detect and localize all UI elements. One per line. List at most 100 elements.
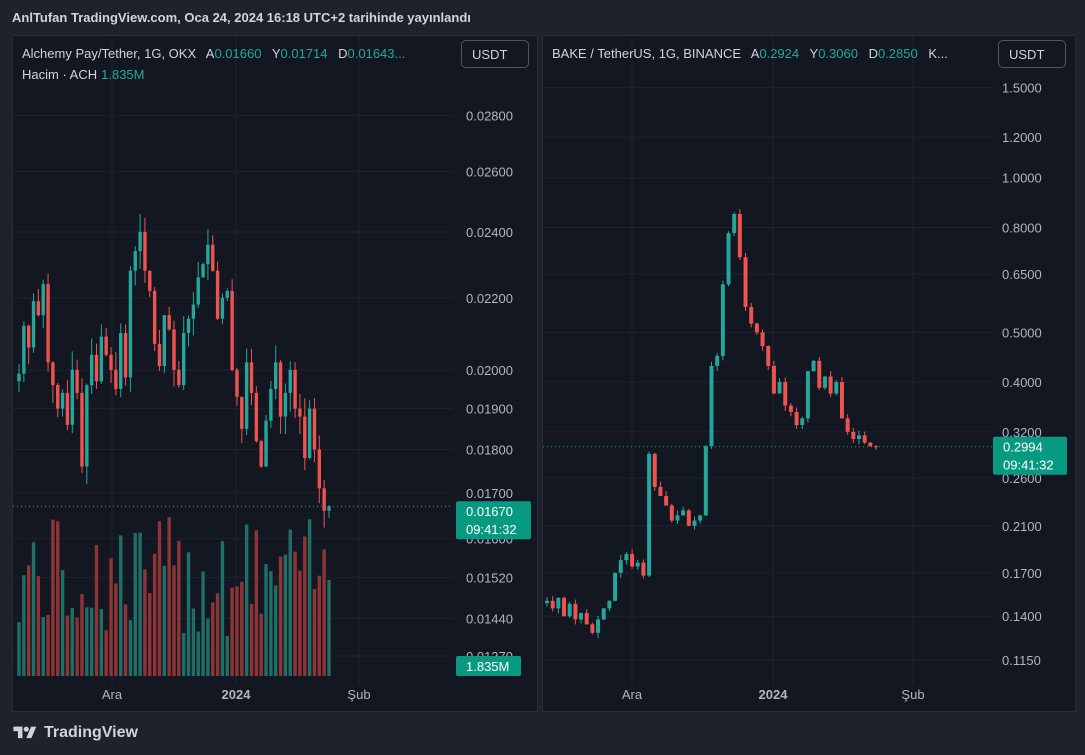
candle-body [868,442,873,447]
volume-bar [269,571,273,676]
volume-bar [259,613,263,676]
candle-body [590,624,595,633]
y-tick-label: 0.1700 [1002,566,1042,581]
candle-body [235,369,239,397]
candle-body [133,251,137,271]
volume-bar [123,604,128,676]
candle-body [89,354,94,386]
candle-body [215,270,220,319]
ach-high-key: Y [271,46,281,61]
candle-body [22,325,26,374]
volume-bar [288,529,292,676]
volume-bar [41,617,45,676]
candle-body [698,515,703,521]
volume-bar [75,617,79,676]
ach-open-value: 0.01660 [214,46,262,61]
volume-bar [56,521,60,676]
chart-panel-bake[interactable]: 1.5000 1.2000 1.0000 0.8000 0.6500 0.5000 0.40… [542,35,1076,712]
candle-body [834,382,839,394]
candle-body [652,453,657,487]
volume-bar [293,551,297,676]
candle-body [220,297,225,319]
candle-body [254,392,259,442]
candle-body [51,362,55,386]
candle-body [288,369,292,393]
volume-bar [80,593,84,676]
bake-open-value: 0.2924 [759,46,800,61]
candle-body [596,619,601,633]
volume-bar [46,614,50,676]
volume-bar [51,519,55,676]
candle-body [624,554,629,561]
volume-bar [99,609,104,676]
candle-body [80,392,84,467]
candle-body [46,284,50,363]
y-tick-label: 0.5000 [1002,325,1042,340]
candle-body [172,329,176,370]
ach-chart-canvas[interactable]: 0.02800 0.02600 0.02400 0.02200 0.02000 0.019… [13,36,537,711]
x-tick-label: Ara [102,687,123,702]
candle-body [36,301,41,316]
candle-body [201,264,205,278]
candle-body [545,600,549,604]
candle-body [31,301,36,348]
candle-body [675,515,680,521]
ach-currency-button[interactable]: USDT [461,40,529,68]
candle-body [269,389,273,421]
bake-open-key: A [750,46,760,61]
candle-body [119,332,123,390]
candle-body [573,603,578,620]
y-tick-label: 0.01800 [466,443,513,458]
candle-body [162,315,167,367]
bake-chart-canvas[interactable]: 1.5000 1.2000 1.0000 0.8000 0.6500 0.5000 0.40… [543,36,1075,711]
candle-body [148,270,152,291]
bake-symbol: BAKE / TetherUS, 1G, BINANCE [552,46,742,61]
volume-bar [138,532,142,676]
bake-currency-button[interactable]: USDT [998,40,1066,68]
candle-body [17,373,21,382]
ach-legend: Alchemy Pay/Tether, 1G, OKX A0.01660 Y0.… [22,46,412,61]
candle-body [720,284,725,356]
candle-body [828,376,833,394]
volume-bar [85,607,89,676]
volume-bar [312,589,317,676]
volume-bar [109,558,113,676]
candle-body [749,307,754,324]
candle-body [862,435,867,443]
candle-body [845,418,850,432]
y-tick-label: 0.01700 [466,486,513,501]
candle-body [206,244,210,265]
ach-high-value: 0.01714 [280,46,328,61]
x-tick-label: Şub [347,687,370,702]
candle-body [65,392,70,425]
ach-low-key: D [338,46,348,61]
candle-body [579,613,584,620]
y-tick-label: 0.1400 [1002,609,1042,624]
volume-bar [119,535,123,676]
volume-bar [220,541,225,676]
candle-body [839,382,844,419]
candle-body [303,416,307,458]
volume-bar [31,542,36,676]
candle-body [274,362,278,390]
volume-bar [181,633,186,676]
candle-body [630,554,635,567]
candle-body [177,369,181,386]
volume-bar [196,631,200,676]
ach-volume-value: 1.835M [101,67,145,82]
footer-brand[interactable]: TradingView [12,724,138,742]
candle-body [283,392,288,417]
x-tick-label: 2024 [759,687,789,702]
candle-body [225,290,229,298]
publish-header: AnlTufan TradingView.com, Oca 24, 2024 1… [12,10,471,25]
candle-body [613,572,618,601]
volume-bar [206,618,210,676]
candle-body [317,449,322,489]
chart-panel-ach[interactable]: 0.02800 0.02600 0.02400 0.02200 0.02000 0.019… [12,35,538,712]
volume-bar [60,569,65,676]
volume-bar [191,608,196,676]
volume-bar [283,554,288,676]
candle-body [26,325,31,348]
candle-body [312,408,317,450]
candle-body [249,362,254,393]
